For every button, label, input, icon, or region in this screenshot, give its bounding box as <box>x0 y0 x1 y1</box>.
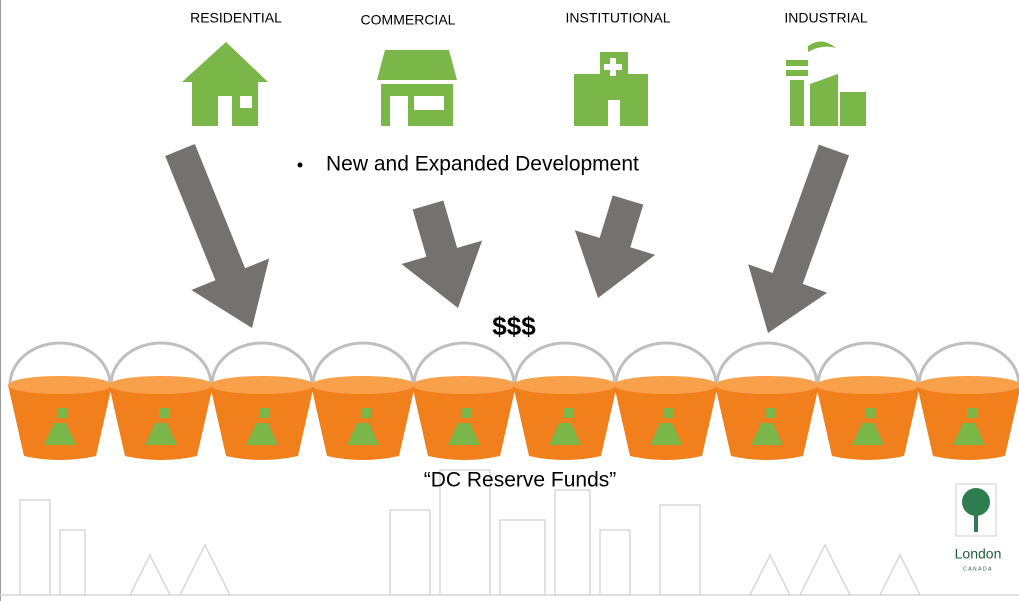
bucket-body <box>917 385 1019 460</box>
bucket-rim <box>816 376 920 394</box>
logo-trunk <box>974 512 978 532</box>
bucket <box>8 343 112 460</box>
bucket-body <box>8 385 112 460</box>
hospital-icon <box>574 52 648 126</box>
bucket <box>311 343 415 460</box>
sector-label: RESIDENTIAL <box>190 10 282 26</box>
sector-label: INDUSTRIAL <box>784 10 867 26</box>
bucket <box>816 343 920 460</box>
sector-label: COMMERCIAL <box>361 12 456 28</box>
bucket-rim <box>412 376 516 394</box>
bucket <box>412 343 516 460</box>
london-logo: London CANADA <box>955 484 1002 572</box>
bucket-body <box>816 385 920 460</box>
bucket-body <box>109 385 213 460</box>
money-label: $$$ <box>492 311 536 341</box>
bucket-rim <box>8 376 112 394</box>
sector-icons <box>182 41 866 126</box>
bucket-body <box>513 385 617 460</box>
bucket-rim <box>614 376 718 394</box>
bucket-body <box>311 385 415 460</box>
page: {"sectors": [{"label": "RESIDENTIAL"}, {… <box>0 0 1019 601</box>
sector-label: INSTITUTIONAL <box>565 10 670 26</box>
funds-label: “DC Reserve Funds” <box>424 469 617 492</box>
bucket-rim <box>311 376 415 394</box>
bucket <box>109 343 213 460</box>
bucket-rim <box>109 376 213 394</box>
bucket <box>614 343 718 460</box>
arrow <box>401 201 482 308</box>
bucket-body <box>614 385 718 460</box>
house-icon <box>182 42 268 126</box>
arrow <box>748 145 849 333</box>
logo-country: CANADA <box>963 566 993 572</box>
arrow <box>165 144 269 328</box>
bucket-rim <box>513 376 617 394</box>
bucket <box>513 343 617 460</box>
bucket <box>917 343 1019 460</box>
bucket <box>715 343 819 460</box>
bullet-text: New and Expanded Development <box>326 153 639 176</box>
bucket-rim <box>715 376 819 394</box>
factory-icon <box>786 41 866 126</box>
bucket-rim <box>210 376 314 394</box>
bucket-body <box>210 385 314 460</box>
logo-name: London <box>955 546 1002 562</box>
buckets <box>8 343 1019 460</box>
bullet-dot <box>298 163 303 168</box>
bucket <box>210 343 314 460</box>
slide: RESIDENTIAL COMMERCIAL INSTITUTIONAL IND… <box>0 0 1019 601</box>
bucket-body <box>412 385 516 460</box>
arrow <box>575 195 655 298</box>
store-icon <box>377 50 457 126</box>
bucket-rim <box>917 376 1019 394</box>
bucket-body <box>715 385 819 460</box>
logo-tree <box>962 488 990 516</box>
